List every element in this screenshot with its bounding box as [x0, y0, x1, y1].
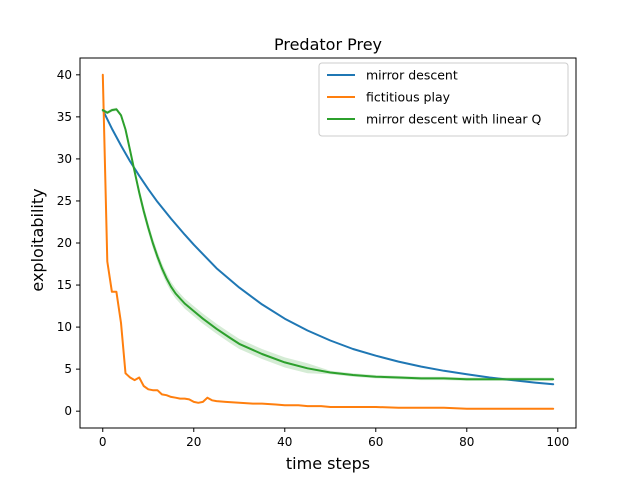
y-tick-label: 40	[57, 68, 72, 82]
y-tick-label: 25	[57, 194, 72, 208]
x-tick-label: 20	[186, 435, 201, 449]
chart-title: Predator Prey	[274, 35, 382, 54]
x-tick-label: 100	[546, 435, 569, 449]
legend-label-2: fictitious play	[366, 90, 451, 105]
series-line-1	[101, 109, 555, 386]
x-tick-label: 0	[99, 435, 107, 449]
x-tick-label: 40	[277, 435, 292, 449]
legend: mirror descent fictitious play mirror desc…	[318, 62, 569, 137]
y-tick-label: 15	[57, 278, 72, 292]
y-tick-label: 30	[57, 152, 72, 166]
legend-label-3: mirror descent with linear Q	[366, 112, 542, 127]
axes-layer: 0 20 40 60 80 100 0 5 10 15 20 25 30 35 40	[57, 57, 577, 449]
y-tick-label: 0	[64, 404, 72, 418]
x-tick-label: 80	[459, 435, 474, 449]
legend-label-1: mirror descent	[366, 68, 458, 83]
y-axis-label: exploitability	[28, 188, 47, 291]
x-tick-label: 60	[368, 435, 383, 449]
x-axis-label: time steps	[286, 454, 370, 473]
legend-box	[318, 62, 569, 137]
y-tick-label: 10	[57, 320, 72, 334]
series-layer	[101, 73, 555, 410]
series-line-3	[101, 108, 555, 381]
y-tick-label: 35	[57, 110, 72, 124]
y-tick-label: 20	[57, 236, 72, 250]
y-tick-label: 5	[64, 362, 72, 376]
series-line-2	[101, 73, 555, 410]
